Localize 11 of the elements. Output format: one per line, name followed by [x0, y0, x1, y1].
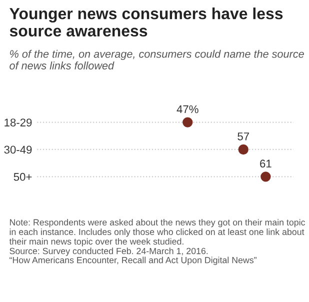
y-tick-label: 30-49: [4, 146, 32, 154]
data-label: 61: [260, 160, 272, 168]
source-note: Source: Survey conducted Feb. 24-March 1, 2016.: [10, 248, 208, 256]
text: “How Americans Encounter, Recall and Act Upon Digital News”: [10, 256, 256, 265]
data-label: 57: [238, 132, 249, 140]
text: Note: Respondents were asked about the news they got on their main topic in each instance. Includes only those who clicked on at least one link about their main news topic over the week studied.: [9, 218, 306, 246]
y-tick-label: 18-29: [4, 118, 32, 126]
chart-title: Younger news consumers have less source awareness: [10, 8, 283, 37]
data-label: 47%: [176, 105, 198, 114]
y-tick-label: 50+: [14, 172, 32, 181]
chart-subtitle: % of the time, on average, consumers could name the source of news links followed: [10, 50, 304, 70]
